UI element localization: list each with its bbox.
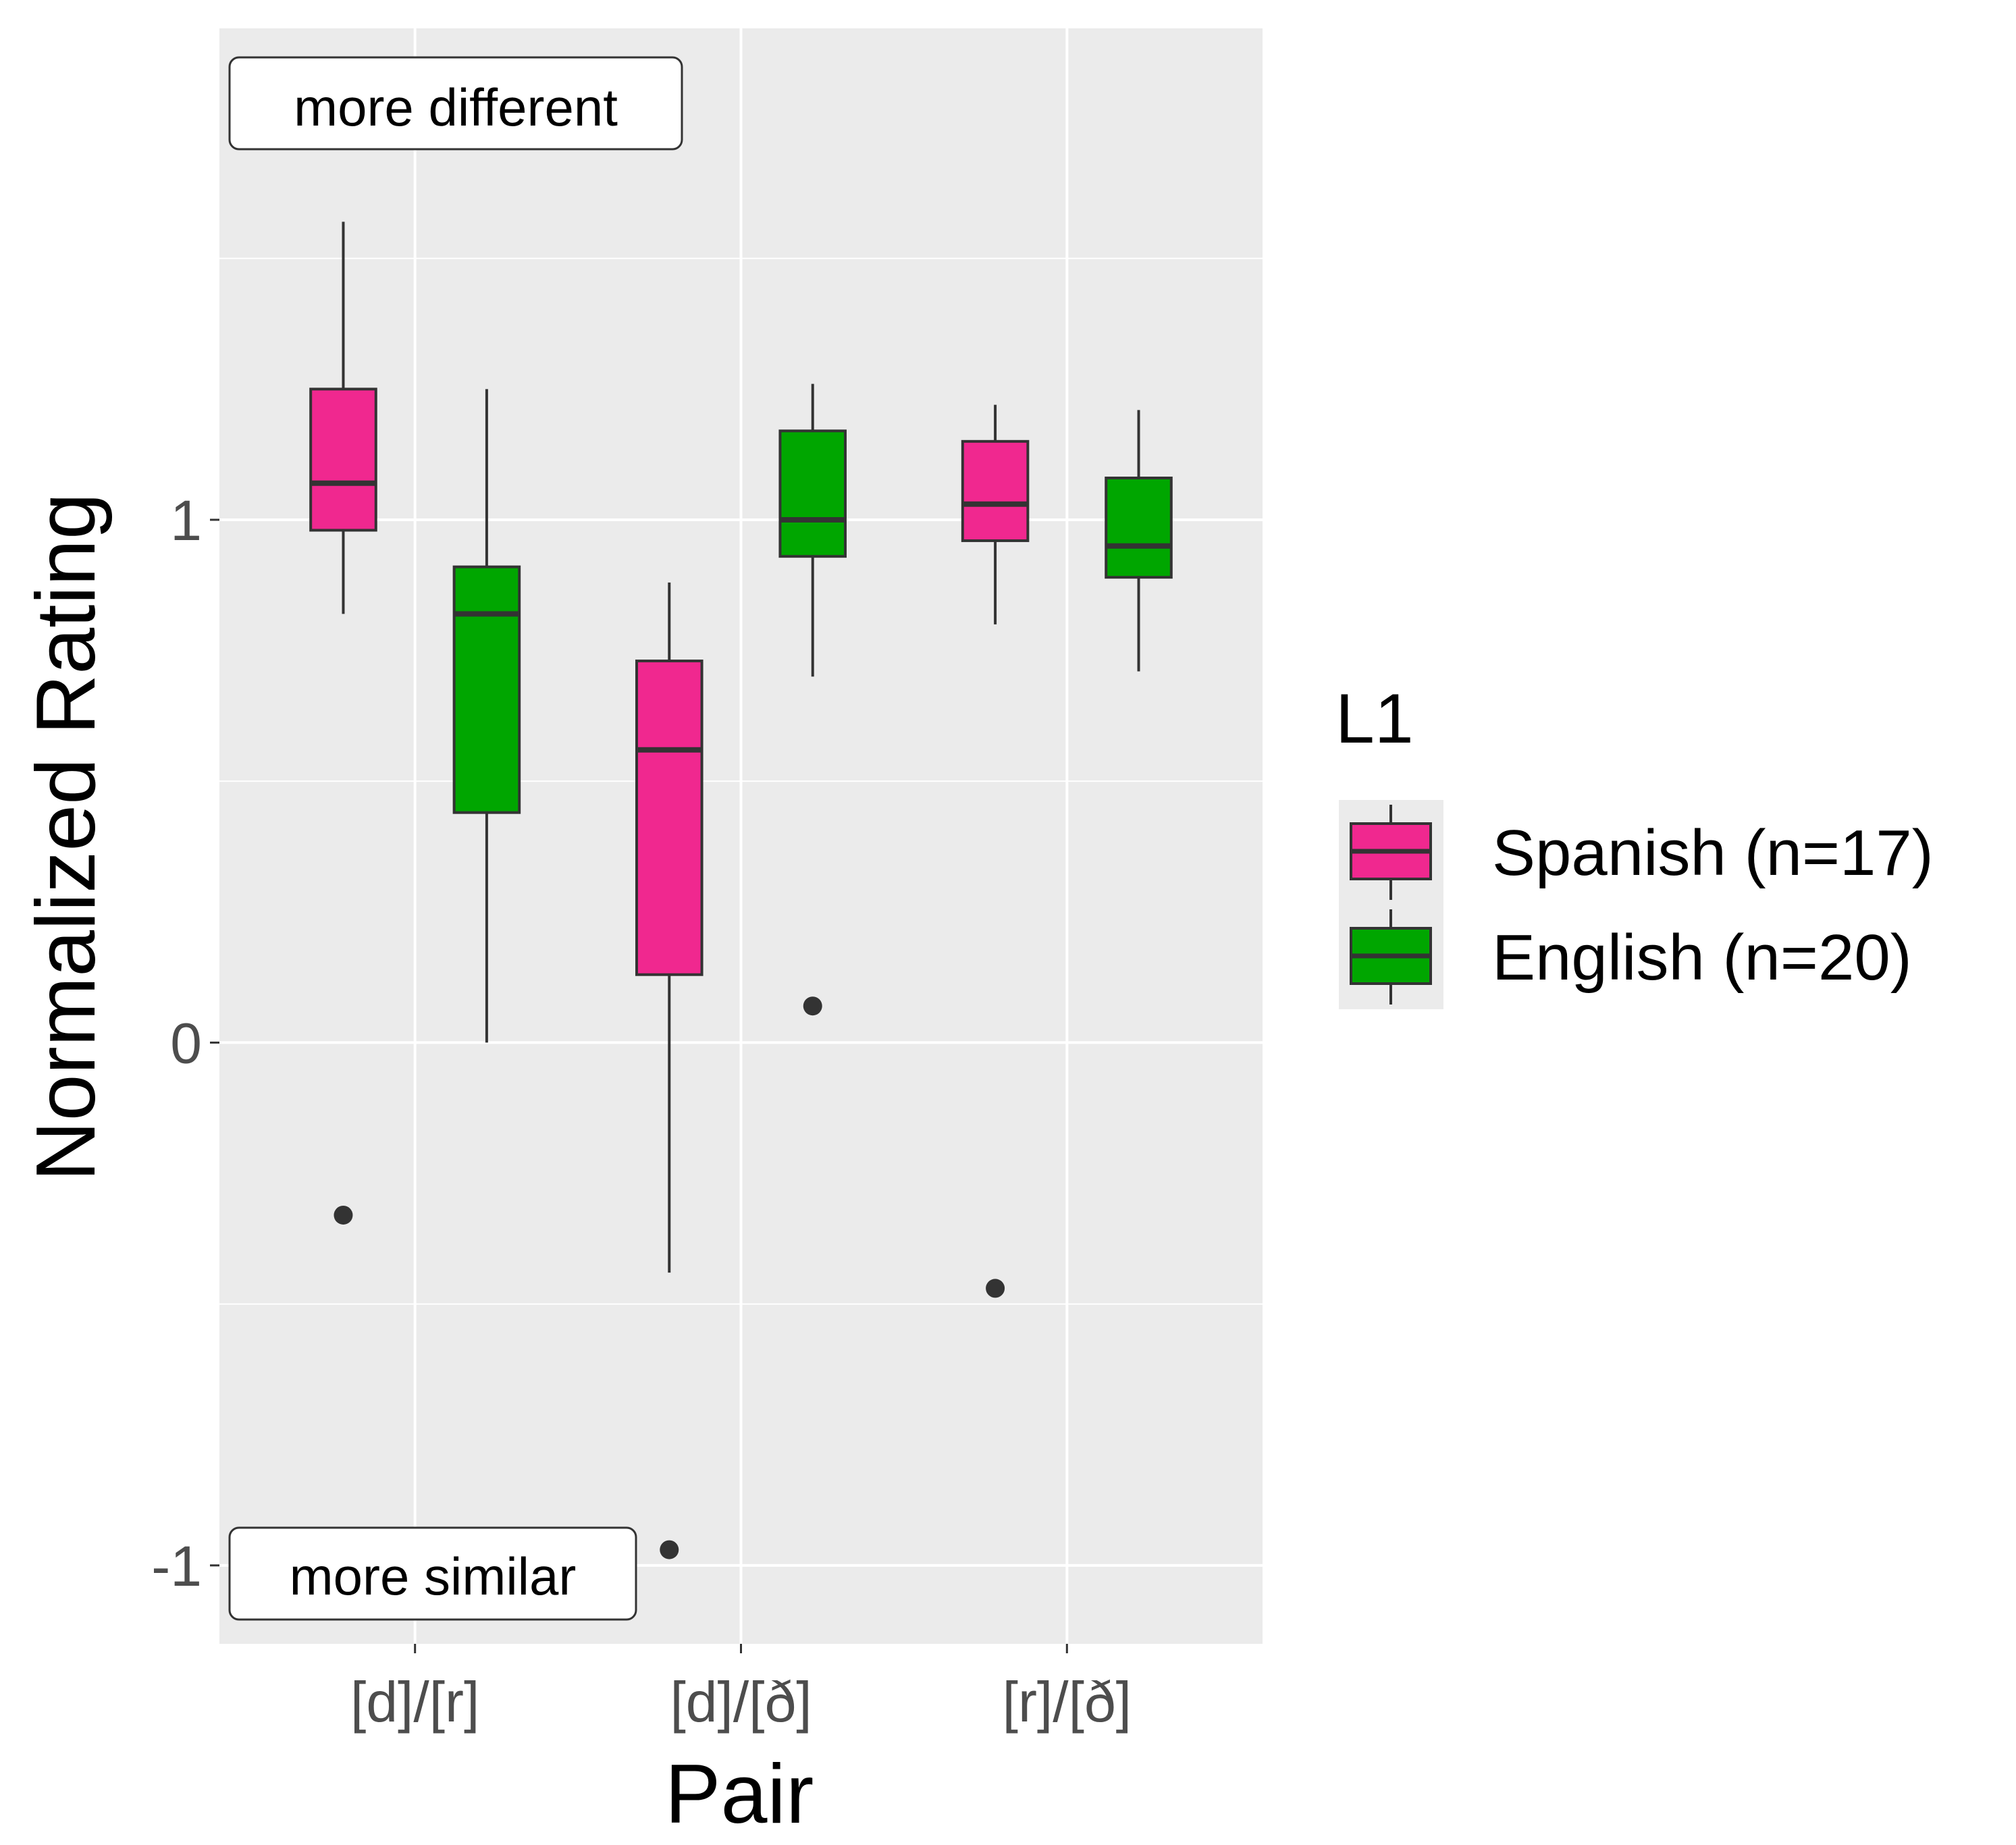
legend-label-english: English (n=20) bbox=[1492, 921, 1912, 994]
annotation-more-similar-label: more similar bbox=[290, 1547, 577, 1606]
box-group bbox=[452, 389, 521, 1043]
box-group bbox=[778, 383, 847, 1016]
axis-ticks: -1 0 1 [d]/[r] [d]/[ð] [r]/[ð] bbox=[151, 489, 1132, 1734]
legend-item-spanish: Spanish (n=17) bbox=[1339, 800, 1934, 905]
box-body bbox=[778, 429, 847, 558]
annotation-box bbox=[228, 1526, 637, 1621]
annotation-box bbox=[228, 56, 683, 151]
y-axis-title: Normalized Rating bbox=[20, 493, 113, 1181]
y-tick-label: -1 bbox=[151, 1534, 202, 1598]
x-tick-label: [r]/[ð] bbox=[1003, 1670, 1132, 1734]
outlier-point bbox=[986, 1279, 1005, 1298]
box-body bbox=[452, 565, 521, 814]
x-tick-label: [d]/[ð] bbox=[670, 1670, 812, 1734]
boxes bbox=[309, 221, 1173, 1559]
outlier-point bbox=[334, 1205, 353, 1225]
annotation-more-different-label: more different bbox=[294, 78, 618, 137]
legend-title: L1 bbox=[1335, 680, 1414, 758]
box-group bbox=[1105, 410, 1173, 672]
legend: L1 Spanish (n=17) English (n=20) bbox=[1335, 680, 1934, 1009]
y-tick-label: 0 bbox=[170, 1011, 202, 1075]
box-body bbox=[309, 387, 377, 532]
outlier-point bbox=[803, 996, 822, 1016]
x-axis-title: Pair bbox=[665, 1748, 814, 1841]
legend-label-spanish: Spanish (n=17) bbox=[1492, 817, 1934, 889]
box-body bbox=[961, 439, 1030, 542]
x-tick-label: [d]/[r] bbox=[350, 1670, 479, 1734]
box-body bbox=[1105, 477, 1173, 579]
box-group bbox=[961, 404, 1030, 1298]
outlier-point bbox=[660, 1540, 679, 1559]
annotation-more-different: more different bbox=[228, 56, 683, 151]
y-tick-label: 1 bbox=[170, 489, 202, 552]
box-group bbox=[309, 221, 377, 1225]
box-group bbox=[635, 582, 704, 1559]
legend-item-english: English (n=20) bbox=[1339, 905, 1912, 1009]
annotation-more-similar: more similar bbox=[228, 1526, 637, 1621]
box-body bbox=[635, 660, 704, 976]
